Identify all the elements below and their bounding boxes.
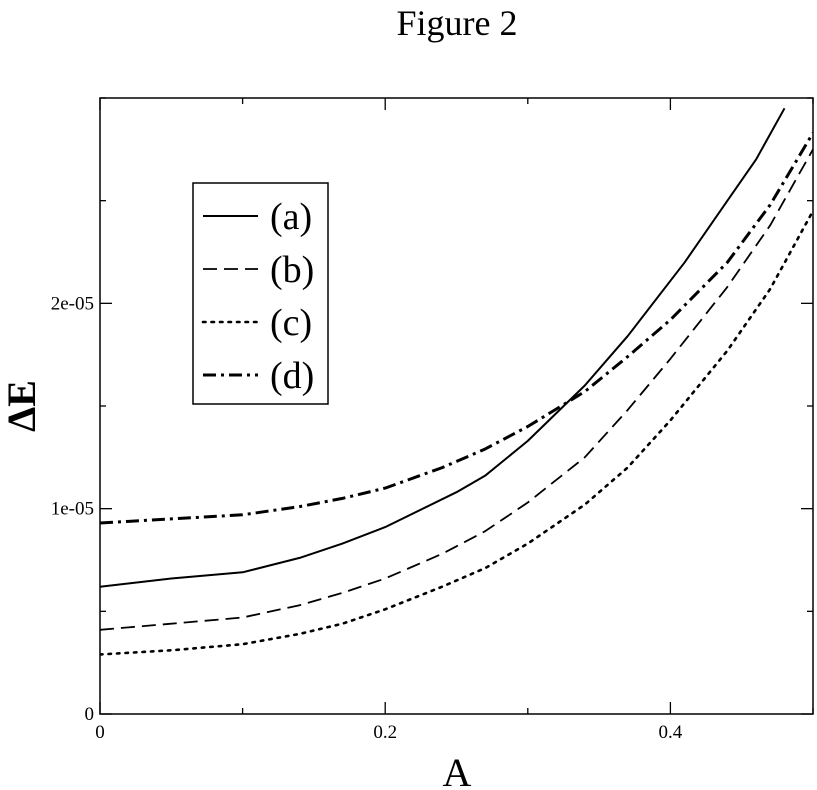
- y-axis-label: ΔE: [0, 380, 44, 432]
- legend: (a) (b) (c) (d): [192, 182, 329, 405]
- x-tick-label: 0.4: [659, 722, 683, 743]
- y-tick-label: 0: [85, 704, 95, 725]
- axis-ticks: 0 0.2 0.4 0 1e-05 2e-05: [51, 97, 814, 743]
- x-tick-label: 0.2: [373, 722, 397, 743]
- y-tick-label: 2e-05: [51, 293, 94, 314]
- legend-label: (a): [270, 196, 312, 238]
- x-tick-label: 0: [95, 722, 105, 743]
- legend-label: (c): [270, 302, 312, 344]
- y-tick-label: 1e-05: [51, 499, 94, 520]
- series-layer: [100, 107, 813, 656]
- legend-label: (d): [270, 355, 314, 397]
- series-line-a: [100, 107, 786, 588]
- x-axis-label: A: [443, 750, 472, 790]
- series-line-d: [100, 132, 813, 525]
- chart-title: Figure 2: [397, 3, 518, 43]
- legend-box: [192, 182, 329, 405]
- legend-label: (b): [270, 249, 314, 291]
- series-line-c: [100, 209, 813, 656]
- series-line-b: [100, 148, 813, 631]
